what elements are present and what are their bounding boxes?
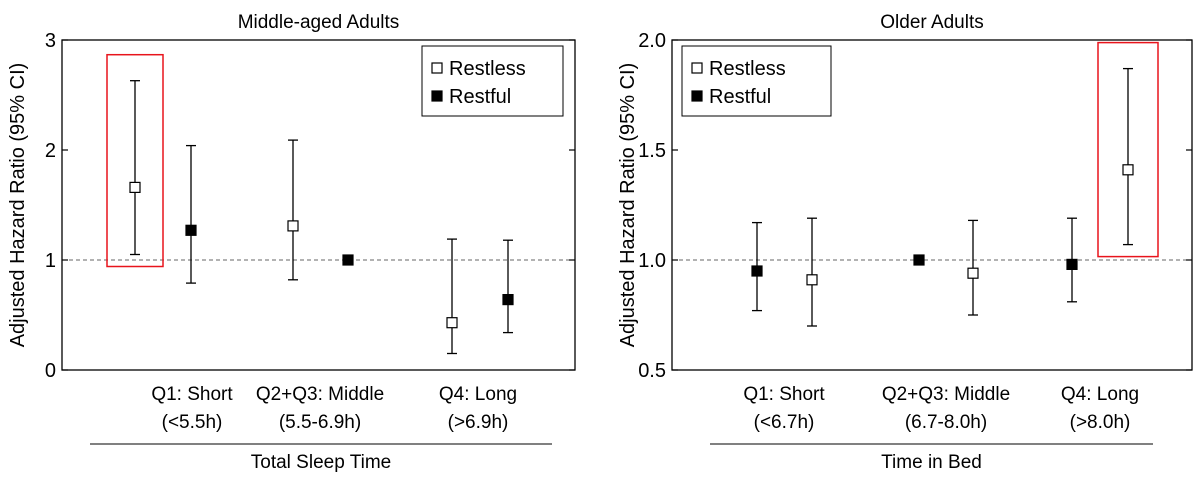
chart-panel-2: Older Adults 0.5 1.0 1.5 2.0 Adjusted Hazard … — [617, 12, 1193, 473]
y-tick-label: 0.5 — [638, 360, 666, 382]
chart-title: Middle-aged Adults — [238, 12, 400, 33]
y-tick-label: 0 — [45, 360, 56, 382]
y-tick-label: 2 — [45, 140, 56, 162]
highlight-box — [106, 53, 164, 268]
legend-box — [681, 45, 832, 117]
y-tick-label: 2.0 — [638, 30, 666, 52]
x-axis-label: Total Sleep Time — [251, 452, 391, 473]
restless-marker — [806, 274, 818, 286]
legend-marker — [431, 62, 443, 74]
x-tick-label: Q1: Short — [151, 384, 233, 405]
x-tick-label: (<5.5h) — [162, 412, 223, 433]
x-tick-label: (6.7-8.0h) — [905, 412, 987, 433]
restful-marker — [185, 224, 197, 236]
legend: Restless Restful — [681, 45, 832, 117]
x-tick-label: Q4: Long — [439, 384, 517, 405]
legend-label: Restless — [449, 58, 526, 80]
legend-box — [421, 45, 564, 117]
x-tick-label: (5.5-6.9h) — [279, 412, 361, 433]
y-axis-label: Adjusted Hazard Ratio (95% CI) — [617, 63, 639, 348]
restful-marker — [751, 265, 763, 277]
chart-panel-1: Middle-aged Adults 0 1 2 3 Adjusted Hazard Ra… — [7, 12, 576, 473]
y-tick-label: 1.0 — [638, 250, 666, 272]
highlight-box — [1097, 41, 1159, 258]
restful-marker — [502, 294, 514, 306]
plot-frame — [671, 39, 1193, 371]
legend-label: Restful — [449, 86, 511, 108]
chart-title: Older Adults — [880, 12, 984, 33]
x-tick-label: (>8.0h) — [1070, 412, 1131, 433]
restless-marker — [1122, 164, 1134, 176]
restful-marker — [1066, 258, 1078, 270]
legend-marker — [691, 90, 703, 102]
legend-label: Restful — [709, 86, 771, 108]
legend-marker — [691, 62, 703, 74]
restful-marker — [913, 254, 925, 266]
restless-marker — [967, 267, 979, 279]
y-tick-label: 1.5 — [638, 140, 666, 162]
x-tick-label: Q2+Q3: Middle — [256, 384, 384, 405]
y-tick-label: 3 — [45, 30, 56, 52]
legend-label: Restless — [709, 58, 786, 80]
x-tick-label: (>6.9h) — [448, 412, 509, 433]
y-tick-label: 1 — [45, 250, 56, 272]
restless-marker — [446, 317, 458, 329]
restless-marker — [129, 181, 141, 193]
restful-marker — [342, 254, 354, 266]
x-tick-label: (<6.7h) — [754, 412, 815, 433]
plot-frame — [61, 39, 576, 371]
x-axis-label: Time in Bed — [881, 452, 982, 473]
legend: Restless Restful — [421, 45, 564, 117]
legend-marker — [431, 90, 443, 102]
restless-marker — [287, 220, 299, 232]
y-axis-label: Adjusted Hazard Ratio (95% CI) — [7, 63, 29, 348]
x-tick-label: Q4: Long — [1061, 384, 1139, 405]
x-tick-label: Q1: Short — [743, 384, 825, 405]
x-tick-label: Q2+Q3: Middle — [882, 384, 1010, 405]
